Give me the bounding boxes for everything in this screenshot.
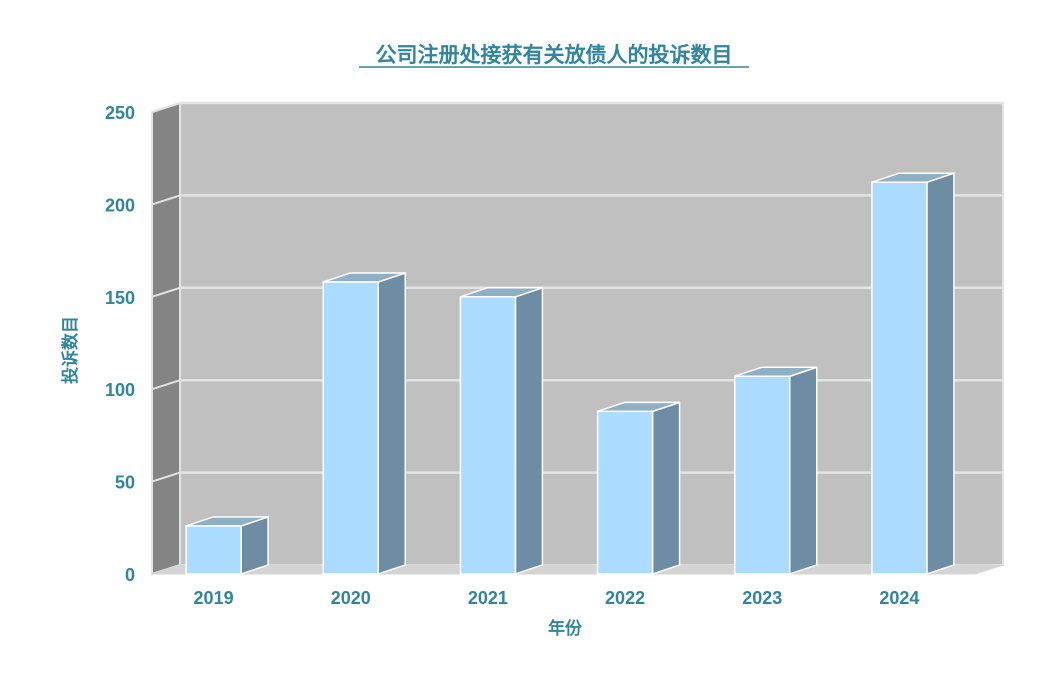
y-tick-label: 250 — [105, 103, 135, 123]
bar-front — [185, 525, 242, 575]
bar — [871, 172, 955, 576]
y-tick-label: 200 — [105, 195, 135, 215]
bar-front — [322, 281, 379, 575]
x-tick-label: 2021 — [468, 588, 508, 608]
bar-side — [926, 172, 955, 576]
x-axis-ticks: 2019 2020 2021 2022 2023 2024 — [194, 588, 920, 608]
x-axis-label: 年份 — [548, 618, 583, 639]
gridline-side — [151, 102, 181, 113]
gridline-side — [151, 471, 181, 483]
x-tick-label: 2020 — [331, 588, 371, 608]
y-tick-label: 50 — [115, 473, 135, 493]
gridlines — [151, 101, 1003, 483]
y-tick-label: 100 — [105, 380, 135, 400]
bar-front — [734, 375, 791, 575]
x-tick-label: 2023 — [742, 588, 782, 608]
bar-front — [871, 181, 928, 575]
y-axis-label: 投诉数目 — [60, 316, 81, 384]
gridline-side — [151, 194, 181, 206]
x-tick-label: 2019 — [194, 588, 234, 608]
bar-side — [789, 366, 818, 576]
side-wall — [151, 101, 181, 576]
bar-side — [240, 515, 269, 576]
x-tick-label: 2024 — [879, 588, 919, 608]
plot-area — [151, 101, 1004, 576]
bar — [185, 515, 269, 576]
bar — [596, 401, 681, 576]
y-tick-label: 0 — [125, 565, 135, 585]
y-axis-ticks: 0 50 100 150 200 250 — [105, 103, 135, 585]
bar-front — [596, 410, 654, 575]
bar-side — [377, 271, 406, 576]
y-tick-label: 150 — [105, 288, 135, 308]
bar — [734, 366, 818, 576]
chart-title: 公司注册处接获有关放债人的投诉数目 — [376, 43, 733, 67]
gridline-side — [151, 379, 181, 391]
bar-front — [459, 296, 517, 575]
bar-side — [651, 401, 681, 576]
bar-side — [514, 286, 544, 576]
x-tick-label: 2022 — [605, 588, 645, 608]
bar — [322, 271, 406, 576]
gridline-side — [151, 286, 181, 298]
bars — [185, 172, 955, 576]
bar — [459, 286, 544, 576]
